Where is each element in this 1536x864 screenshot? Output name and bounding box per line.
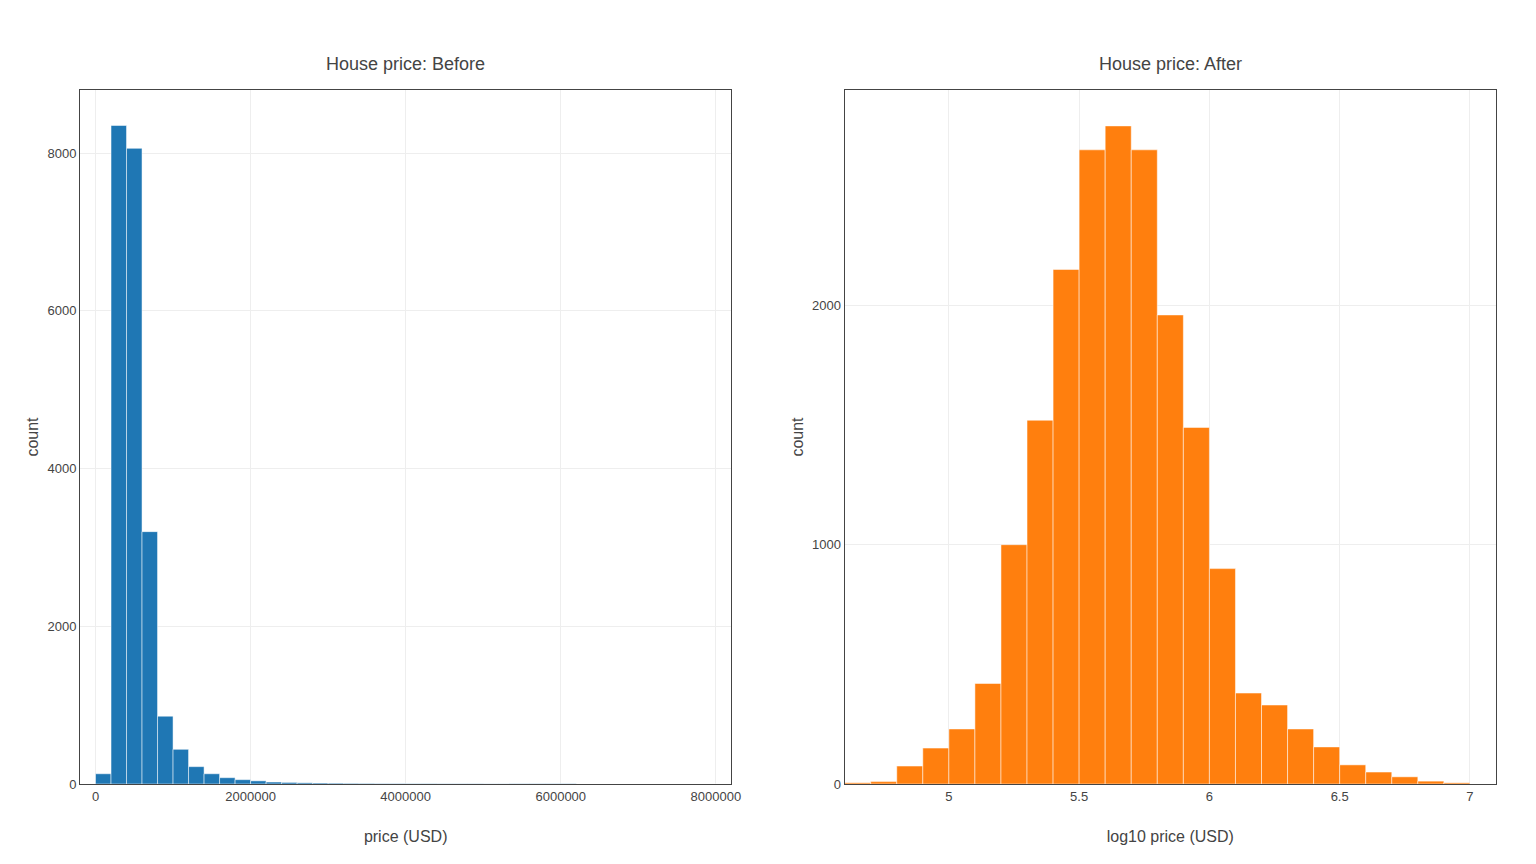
svg-text:6000000: 6000000	[535, 789, 586, 804]
svg-text:1000: 1000	[812, 537, 841, 552]
svg-text:6: 6	[1206, 789, 1213, 804]
svg-text:6.5: 6.5	[1331, 789, 1349, 804]
svg-text:2000000: 2000000	[225, 789, 276, 804]
svg-text:0: 0	[69, 777, 76, 792]
svg-text:8000: 8000	[47, 146, 76, 161]
svg-text:0: 0	[834, 777, 841, 792]
svg-text:price (USD): price (USD)	[364, 828, 448, 845]
svg-text:7: 7	[1466, 789, 1473, 804]
svg-text:4000000: 4000000	[380, 789, 431, 804]
svg-text:8000000: 8000000	[691, 789, 742, 804]
svg-text:5.5: 5.5	[1070, 789, 1088, 804]
svg-text:4000: 4000	[47, 461, 76, 476]
svg-text:2000: 2000	[47, 619, 76, 634]
svg-text:0: 0	[92, 789, 99, 804]
svg-text:count: count	[24, 417, 41, 457]
svg-text:House price: After: House price: After	[1099, 54, 1242, 74]
svg-text:6000: 6000	[47, 303, 76, 318]
svg-text:count: count	[789, 417, 806, 457]
svg-text:2000: 2000	[812, 298, 841, 313]
svg-text:5: 5	[945, 789, 952, 804]
svg-text:log10 price (USD): log10 price (USD)	[1107, 828, 1234, 845]
svg-text:House price: Before: House price: Before	[326, 54, 485, 74]
